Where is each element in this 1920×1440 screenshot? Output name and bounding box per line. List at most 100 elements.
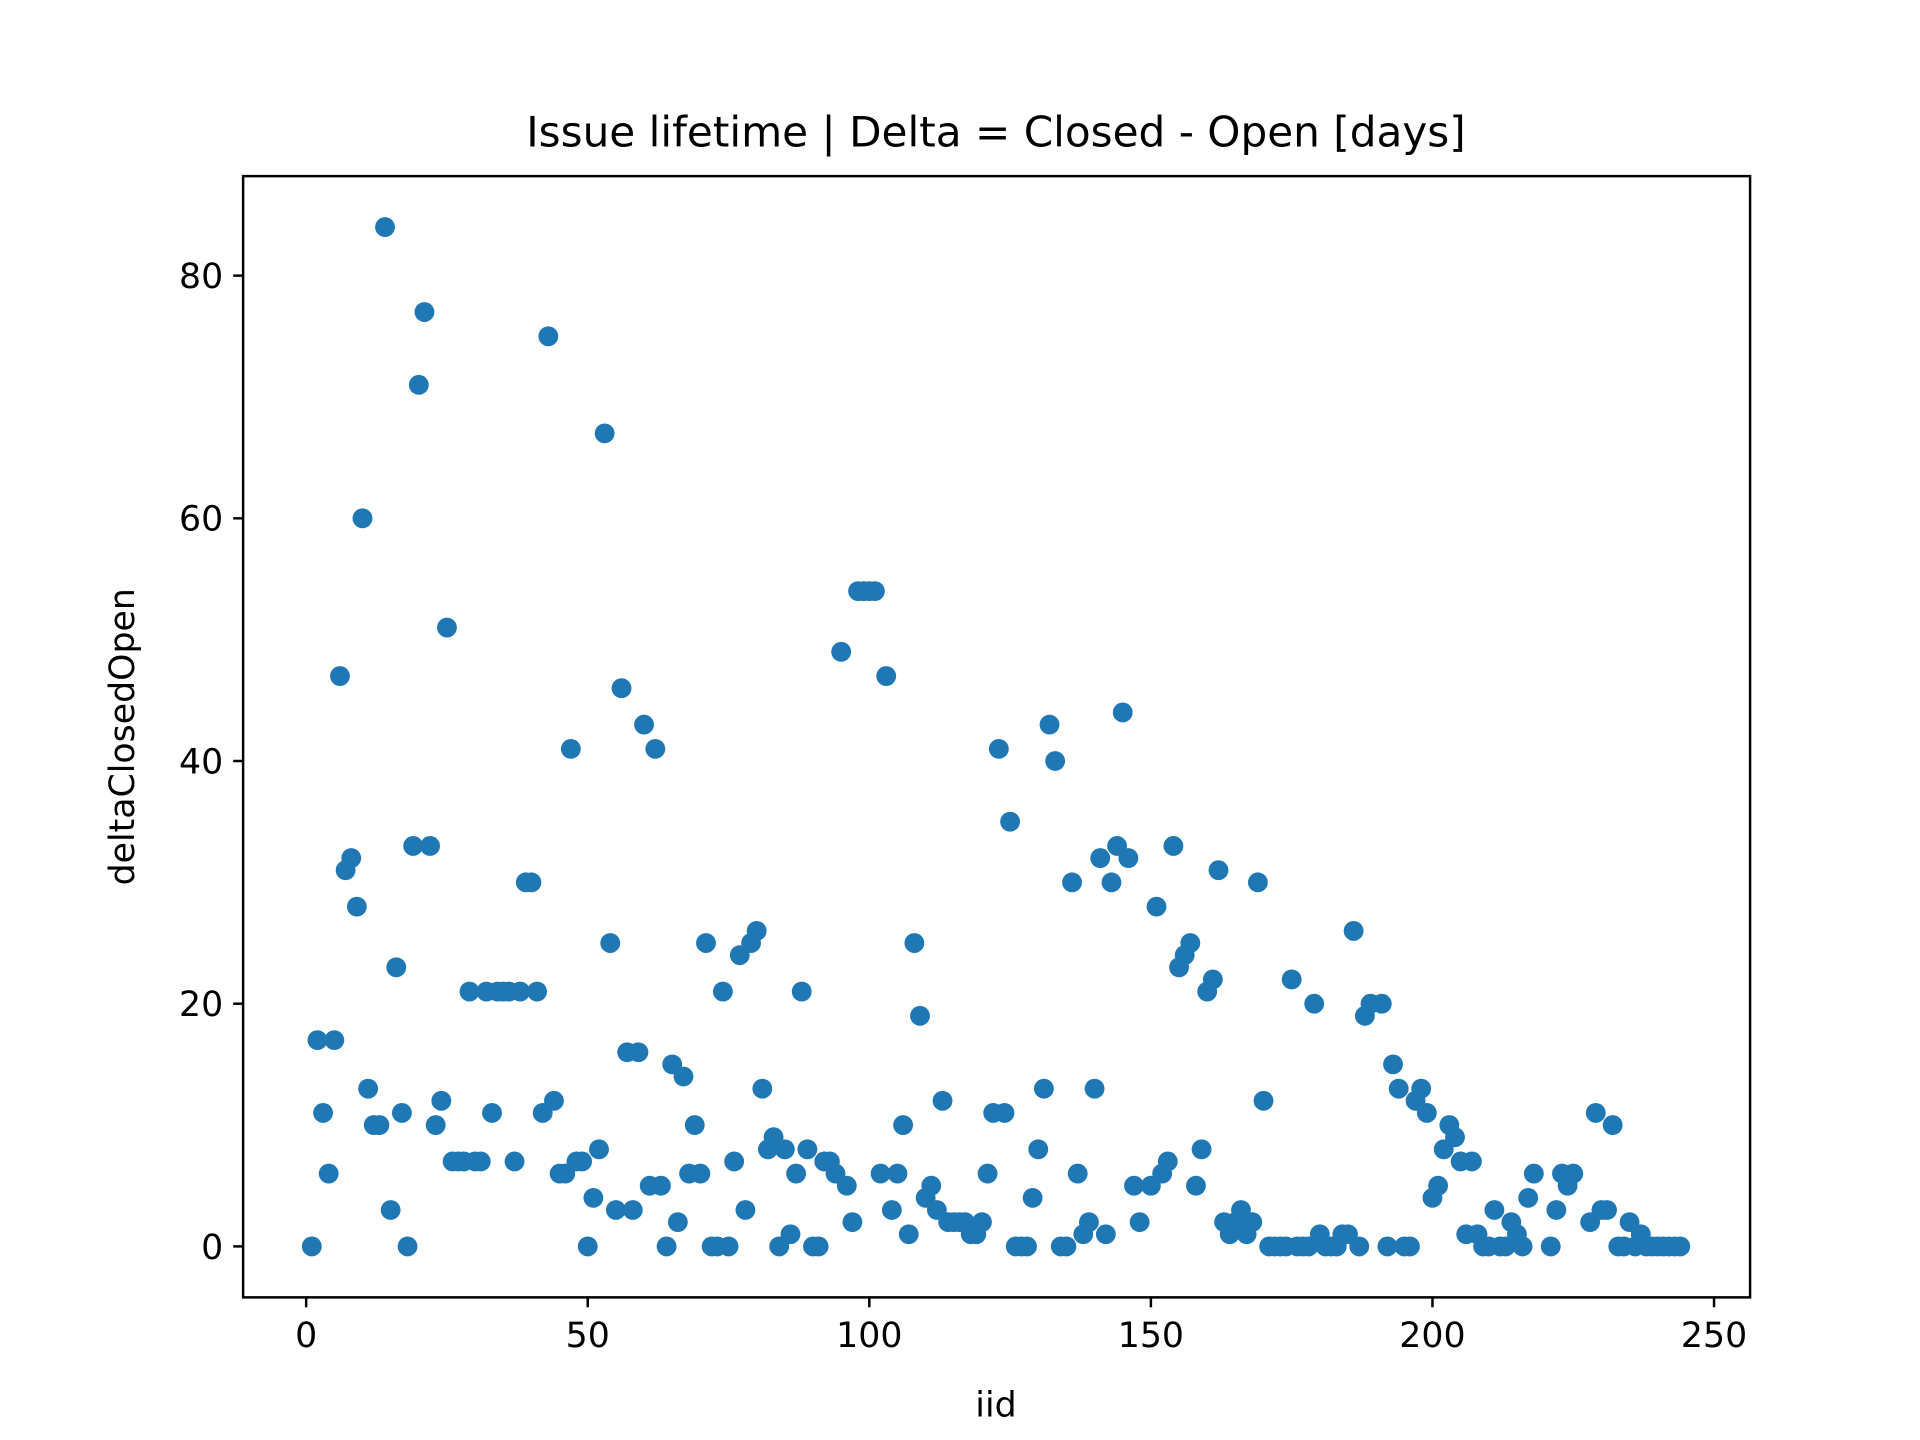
point — [724, 1151, 745, 1172]
point — [538, 326, 559, 347]
point — [1445, 1127, 1465, 1148]
point — [605, 1200, 626, 1220]
point — [560, 738, 581, 759]
point — [1349, 1236, 1370, 1257]
point — [408, 374, 429, 395]
point — [1028, 1139, 1049, 1160]
point — [1602, 1115, 1623, 1135]
y-tick-label: 0 — [201, 1228, 223, 1268]
x-tick-label: 200 — [1399, 1316, 1465, 1356]
point — [1597, 1200, 1617, 1220]
point — [1247, 872, 1268, 893]
point — [1400, 1236, 1420, 1257]
point — [1540, 1236, 1561, 1257]
point — [1191, 1139, 1212, 1160]
point — [977, 1163, 998, 1184]
point — [318, 1163, 339, 1184]
x-tick-label: 250 — [1681, 1316, 1747, 1356]
point — [386, 957, 407, 978]
point — [836, 1175, 857, 1196]
point — [1670, 1236, 1691, 1257]
point — [932, 1090, 953, 1111]
point — [842, 1212, 863, 1233]
point — [504, 1151, 525, 1172]
point — [1118, 848, 1139, 869]
point — [459, 981, 480, 1002]
y-tick-label: 20 — [179, 985, 223, 1025]
x-tick-label: 0 — [295, 1316, 317, 1356]
point — [391, 1102, 412, 1123]
point — [600, 933, 621, 953]
point — [791, 981, 812, 1002]
point — [774, 1139, 795, 1160]
point — [1512, 1236, 1533, 1257]
point — [1033, 1078, 1054, 1099]
point — [1101, 872, 1122, 893]
point — [301, 1236, 322, 1257]
point — [1242, 1212, 1263, 1233]
point — [1180, 933, 1201, 953]
point — [898, 1224, 919, 1245]
point — [583, 1187, 604, 1208]
point — [876, 666, 897, 686]
point — [1428, 1175, 1449, 1196]
point — [1371, 993, 1392, 1014]
point — [1017, 1236, 1037, 1257]
point — [1202, 969, 1223, 990]
point — [634, 714, 654, 735]
point — [369, 1115, 390, 1135]
point — [994, 1102, 1015, 1123]
point — [1067, 1163, 1088, 1184]
point — [589, 1139, 609, 1160]
point — [577, 1236, 598, 1257]
x-tick-label: 100 — [836, 1316, 902, 1356]
point — [1377, 1236, 1398, 1257]
point — [1416, 1102, 1437, 1123]
point — [904, 933, 925, 953]
point — [1146, 896, 1167, 917]
point — [786, 1163, 807, 1184]
point — [887, 1163, 908, 1184]
point — [1124, 1175, 1144, 1196]
point — [1163, 836, 1184, 856]
chart-title: Issue lifetime | Delta = Closed - Open [… — [526, 107, 1465, 156]
point — [470, 1151, 491, 1172]
point — [397, 1236, 418, 1257]
point — [746, 920, 767, 941]
plot-area — [301, 217, 1691, 1257]
point — [352, 508, 373, 529]
point — [594, 423, 615, 444]
x-axis-label: iid — [975, 1385, 1016, 1425]
point — [307, 1030, 328, 1051]
point — [611, 678, 632, 699]
point — [622, 1200, 643, 1220]
point — [1281, 969, 1302, 990]
point — [831, 641, 852, 662]
point — [684, 1115, 705, 1135]
point — [1585, 1102, 1606, 1123]
point — [910, 1005, 930, 1026]
point — [667, 1212, 688, 1233]
point — [1253, 1090, 1274, 1111]
point — [1411, 1078, 1432, 1099]
point — [1343, 920, 1364, 941]
point — [921, 1175, 942, 1196]
point — [1045, 751, 1066, 771]
point — [673, 1066, 694, 1087]
point — [628, 1042, 649, 1063]
point — [870, 1163, 891, 1184]
point — [375, 217, 395, 238]
point — [324, 1030, 345, 1051]
point — [718, 1236, 739, 1257]
point — [645, 738, 666, 759]
point — [1461, 1151, 1482, 1172]
point — [414, 302, 435, 322]
point — [1039, 714, 1060, 735]
y-tick-label: 40 — [179, 742, 223, 782]
point — [1129, 1212, 1150, 1233]
point — [420, 836, 440, 856]
point — [1523, 1163, 1544, 1184]
point — [1095, 1224, 1116, 1245]
